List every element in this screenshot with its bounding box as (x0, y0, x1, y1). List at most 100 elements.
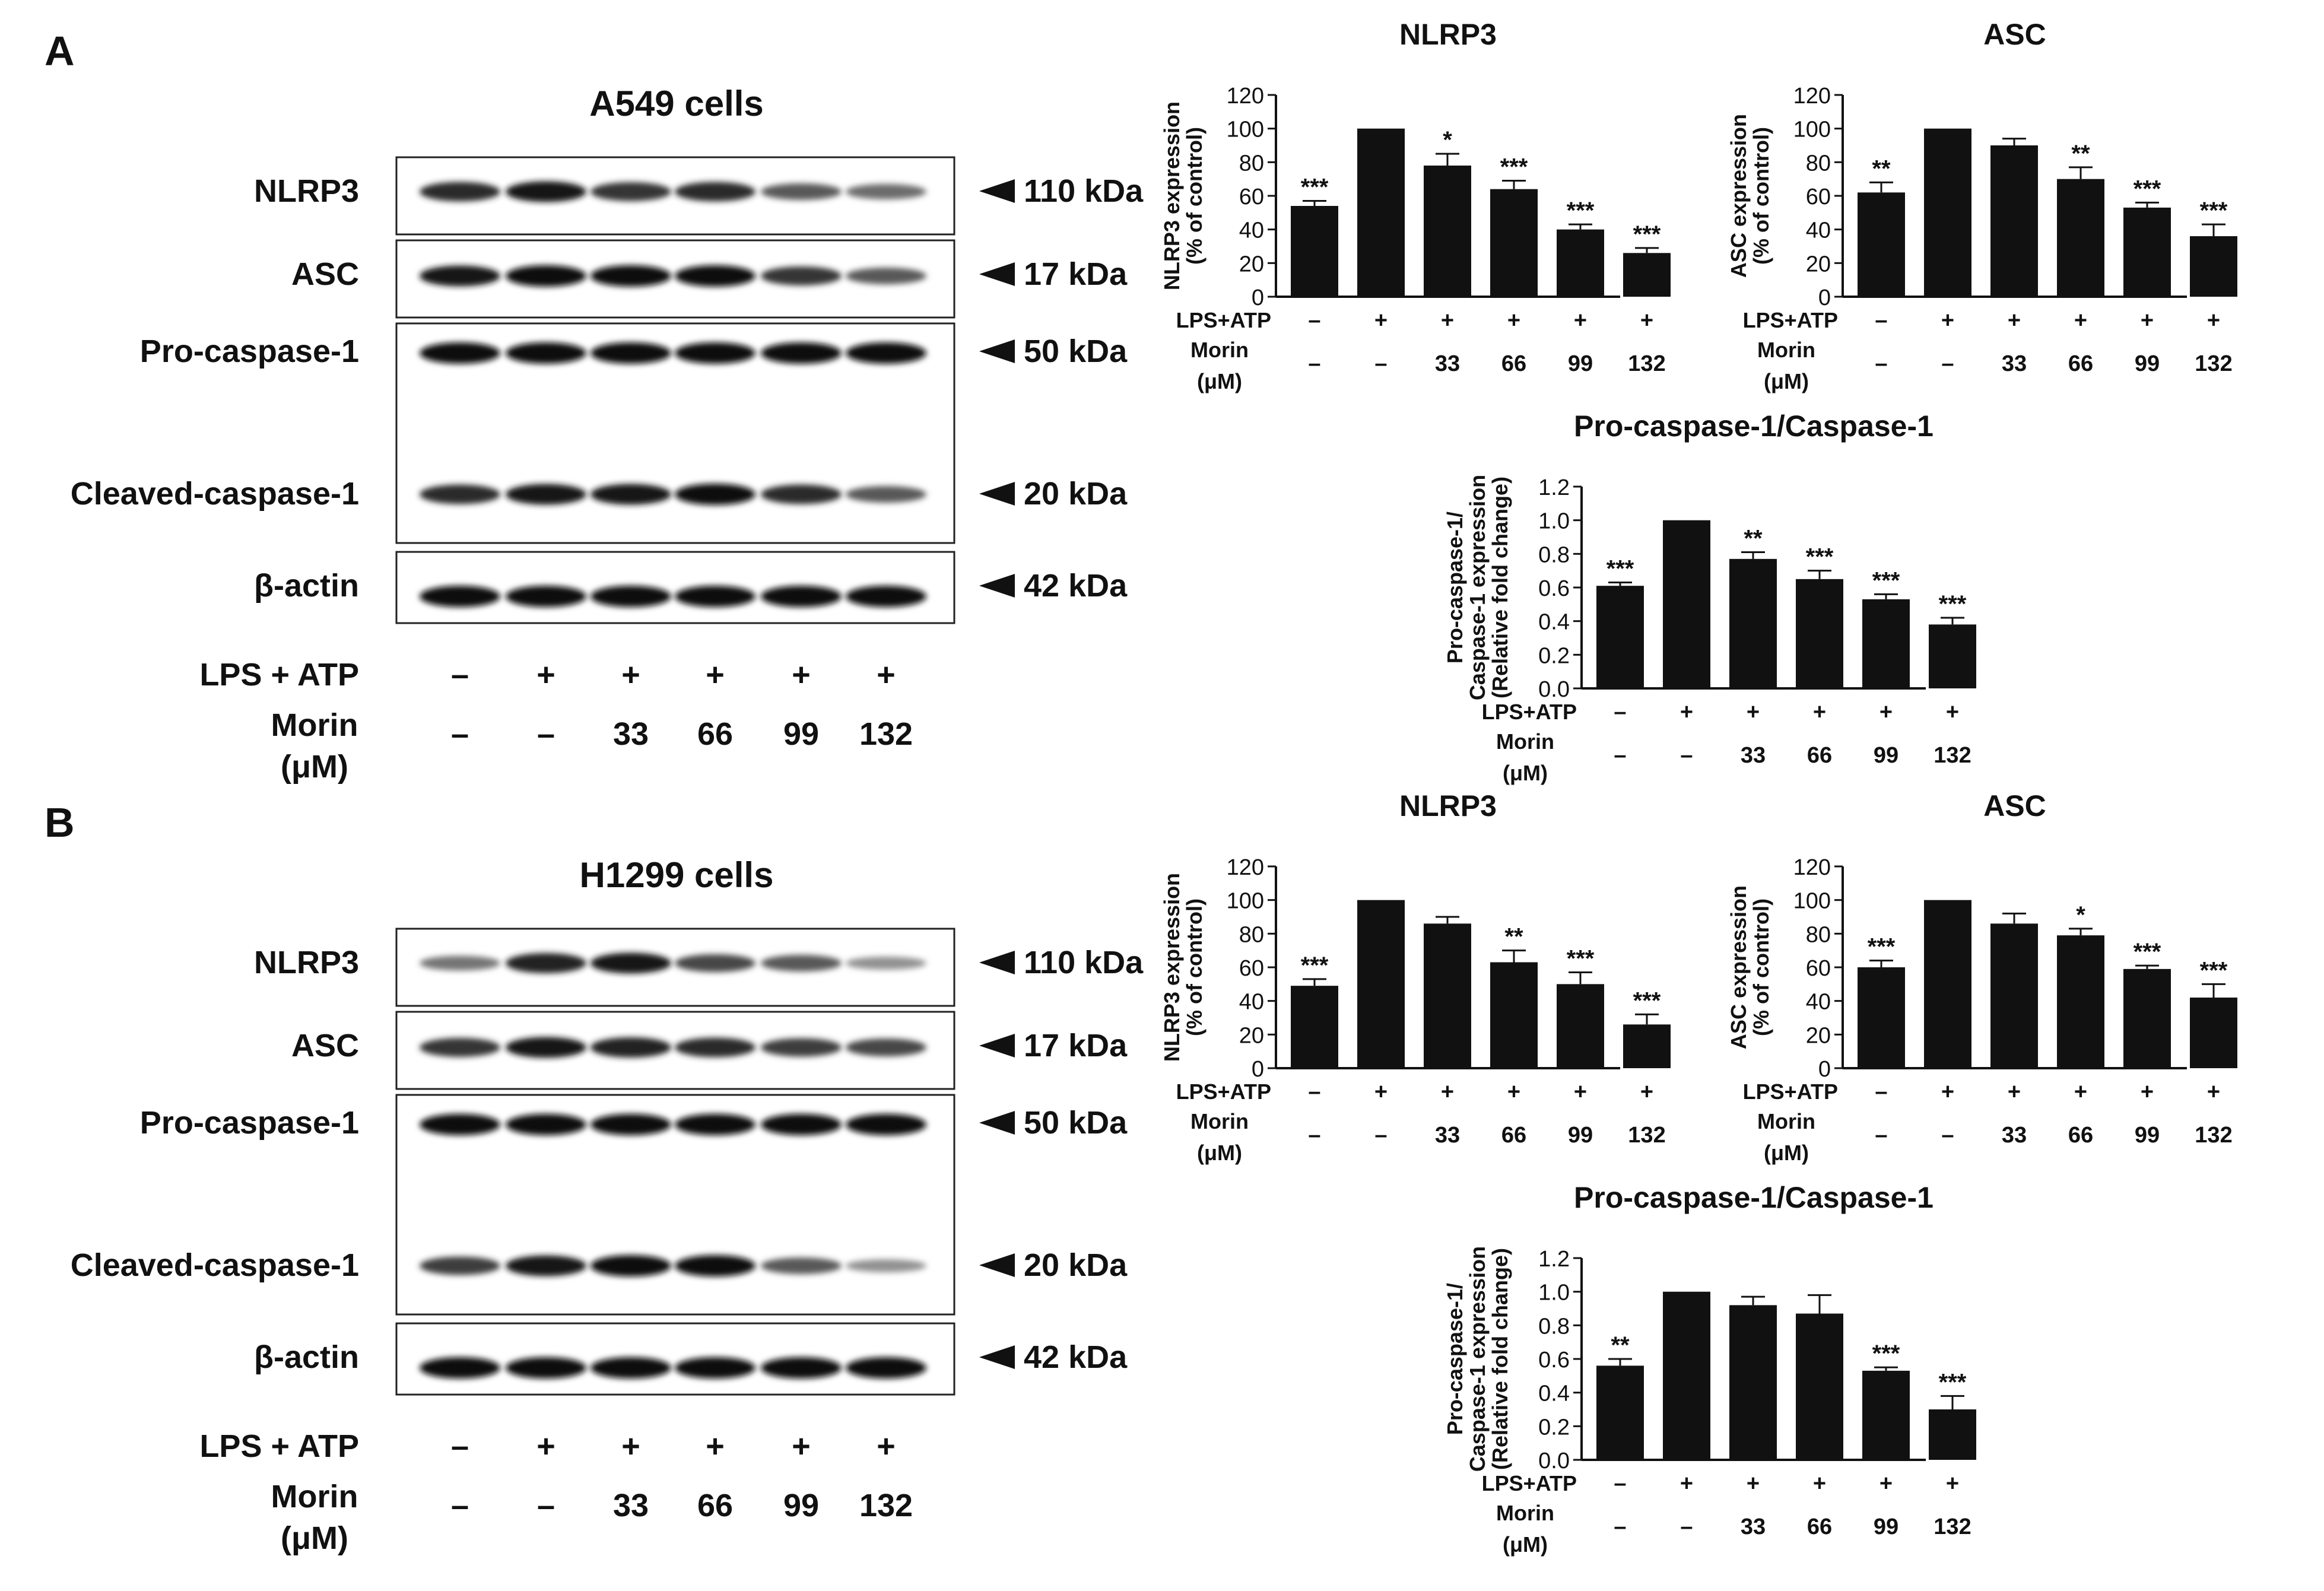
lane-treatment: + (2207, 308, 2220, 333)
treatment-label: LPS+ATP (1482, 700, 1577, 724)
blot-band (506, 1114, 586, 1135)
dose-unit-label: (μM) (1503, 1532, 1548, 1557)
blot-band (846, 1259, 926, 1272)
blot-band (675, 1037, 755, 1058)
blot-band (420, 484, 500, 504)
chart-title: ASC (1983, 18, 2046, 51)
bar (1663, 1291, 1710, 1460)
lane-dose: – (1875, 351, 1887, 376)
bar (2190, 236, 2237, 297)
bar (2123, 207, 2171, 297)
y-tick-label: 20 (1806, 1023, 1831, 1048)
lane-treatment: + (1879, 700, 1893, 725)
lane-treatment: + (706, 657, 725, 693)
y-axis-label: (Relative fold change) (1488, 477, 1512, 698)
y-tick-label: 80 (1239, 151, 1264, 176)
lane-treatment: – (1875, 1079, 1887, 1104)
bar (1924, 900, 1971, 1068)
lane-treatment: + (1747, 1471, 1760, 1496)
lane-treatment: + (1941, 308, 1954, 333)
lane-dose: 132 (2195, 351, 2232, 376)
lane-dose: – (537, 716, 555, 752)
lane-dose: 33 (1741, 1514, 1766, 1539)
chart-title: ASC (1983, 789, 2046, 823)
blot-band (761, 183, 842, 200)
lane-treatment: + (1680, 1471, 1693, 1496)
significance-marker: *** (1301, 952, 1329, 979)
lane-dose: – (1308, 351, 1320, 376)
blot-row-label: Pro-caspase-1 (140, 334, 359, 369)
y-tick-label: 0 (1252, 285, 1264, 310)
lane-treatment: – (451, 657, 469, 693)
blot-band (590, 342, 671, 364)
bar (2123, 968, 2171, 1068)
y-tick-label: 20 (1239, 252, 1264, 277)
lane-dose: – (451, 1488, 469, 1523)
lane-dose: 66 (1501, 351, 1526, 376)
bar (2057, 935, 2104, 1068)
bar (1291, 206, 1338, 297)
y-tick-label: 80 (1806, 922, 1831, 947)
lane-treatment: + (621, 1428, 640, 1464)
y-axis-label: Pro-caspase-1/ (1443, 512, 1467, 663)
bar (1858, 967, 1905, 1068)
blot-band (846, 586, 926, 607)
lane-treatment: + (1680, 700, 1693, 725)
blot-band (590, 1255, 671, 1276)
blot-band (846, 957, 926, 970)
cell-line-title: A549 cells (589, 84, 764, 123)
y-tick-label: 100 (1227, 118, 1264, 142)
lane-treatment: – (1308, 308, 1320, 333)
treatment-label: LPS + ATP (199, 657, 359, 693)
lane-dose: 66 (697, 716, 733, 752)
blot-band (846, 1039, 926, 1056)
lane-dose: 66 (697, 1488, 733, 1523)
chart-title: NLRP3 (1399, 18, 1497, 51)
y-tick-label: 40 (1239, 218, 1264, 243)
lane-treatment: + (2141, 1079, 2154, 1104)
chart-title: Pro-caspase-1/Caspase-1 (1574, 1181, 1934, 1214)
lane-dose: – (1680, 1514, 1693, 1539)
y-tick-label: 120 (1793, 84, 1831, 109)
y-tick-label: 40 (1806, 990, 1831, 1015)
significance-marker: ** (1872, 155, 1891, 182)
blot-band (761, 955, 842, 971)
lane-treatment: + (1374, 308, 1388, 333)
y-tick-label: 0.4 (1538, 610, 1570, 635)
dose-unit-label: (μM) (1197, 369, 1242, 393)
lane-dose: 99 (1874, 743, 1898, 768)
bar (1623, 1024, 1671, 1068)
lane-dose: – (1875, 1123, 1887, 1148)
lane-dose: 99 (2135, 351, 2160, 376)
y-axis-label: Pro-caspase-1/ (1443, 1283, 1467, 1435)
lane-treatment: + (1507, 1079, 1520, 1104)
dose-label: Morin (271, 1479, 358, 1514)
dose-label: Morin (1757, 1109, 1815, 1133)
bar-chart: Pro-caspase-1/Caspase-1 Pro-caspase-1/Cas… (1443, 1181, 1976, 1557)
lane-dose: – (1308, 1123, 1320, 1148)
molecular-weight-label: 42 kDa (1024, 1339, 1128, 1375)
lane-treatment: + (792, 1428, 811, 1464)
lane-treatment: + (792, 657, 811, 693)
lane-treatment: + (1640, 308, 1653, 333)
lane-treatment: + (877, 1428, 896, 1464)
lane-treatment: + (1941, 1079, 1954, 1104)
bar (1729, 1305, 1777, 1460)
blot-row-label: NLRP3 (254, 945, 359, 980)
blot-band (590, 182, 671, 201)
blot-band (761, 484, 842, 504)
y-axis-label: ASC expression (1726, 885, 1751, 1049)
blot-row-label: ASC (291, 256, 359, 292)
blot-band (761, 1038, 842, 1057)
lane-dose: – (1680, 743, 1693, 768)
significance-marker: ** (1504, 924, 1523, 950)
arrow-icon (979, 1253, 1015, 1277)
y-tick-label: 100 (1793, 889, 1831, 914)
blot-row-label: Pro-caspase-1 (140, 1105, 359, 1141)
blot-band (761, 1114, 842, 1135)
lane-treatment: – (1614, 700, 1626, 725)
molecular-weight-label: 110 kDa (1024, 173, 1144, 209)
blot-row: Pro-caspase-1 50 kDa (140, 334, 1128, 369)
bar-chart: ASC ASC expression(% of control) 0 20 40 60 80… (1726, 789, 2237, 1165)
